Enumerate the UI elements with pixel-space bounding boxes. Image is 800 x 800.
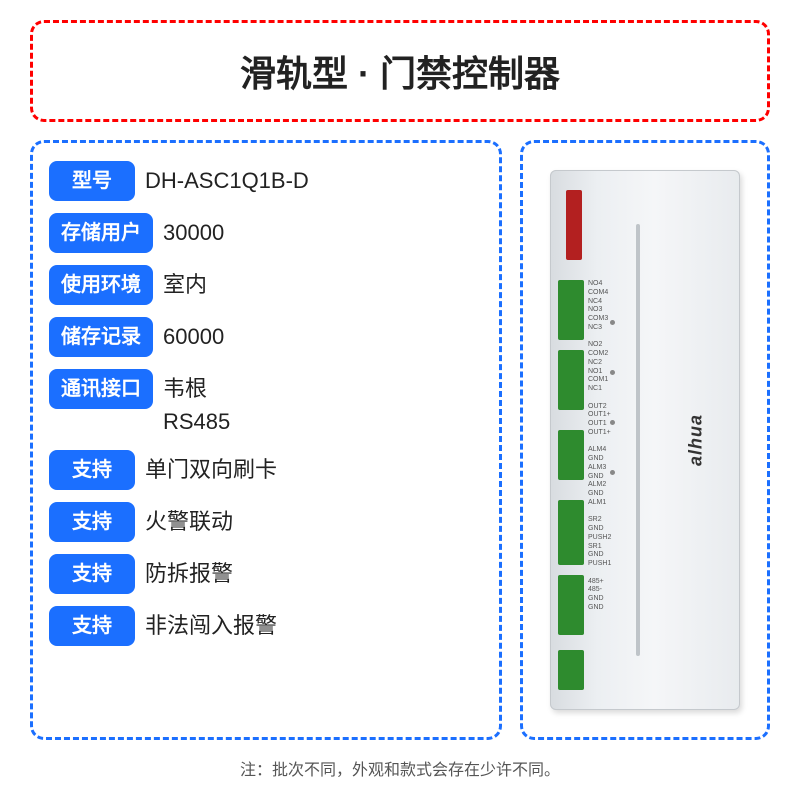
terminal-block-icon xyxy=(558,430,584,480)
spec-label: 支持 xyxy=(49,502,135,542)
terminal-block-icon xyxy=(558,500,584,565)
spec-row: 使用环境 室内 xyxy=(49,265,483,305)
spec-row: 型号 DH-ASC1Q1B-D xyxy=(49,161,483,201)
spec-value: 非法闯入报警 xyxy=(145,606,277,642)
terminal-block-icon xyxy=(558,280,584,340)
title-box: 滑轨型 · 门禁控制器 xyxy=(30,20,770,122)
terminal-labels: NO4 COM4 NC4 NO3 COM3 NC3 NO2 COM2 NC2 N… xyxy=(588,280,611,613)
spec-label: 储存记录 xyxy=(49,317,153,357)
spec-row: 通讯接口 韦根 RS485 xyxy=(49,369,483,438)
spec-value: 室内 xyxy=(163,265,207,301)
content-row: 型号 DH-ASC1Q1B-D 存储用户 30000 使用环境 室内 储存记录 … xyxy=(30,140,770,740)
spec-value: 30000 xyxy=(163,213,224,249)
spec-row: 支持 非法闯入报警 xyxy=(49,606,483,646)
spec-row: 支持 火警联动 xyxy=(49,502,483,542)
spec-row: 支持 防拆报警 xyxy=(49,554,483,594)
spec-label: 支持 xyxy=(49,554,135,594)
terminal-block-icon xyxy=(558,350,584,410)
device-illustration: NO4 COM4 NC4 NO3 COM3 NC3 NO2 COM2 NC2 N… xyxy=(550,170,740,710)
spec-label: 支持 xyxy=(49,450,135,490)
footer-note: 注：批次不同，外观和款式会存在少许不同。 xyxy=(30,756,770,780)
spec-value: 韦根 RS485 xyxy=(163,369,230,438)
spec-value: 60000 xyxy=(163,317,224,353)
product-image-box: NO4 COM4 NC4 NO3 COM3 NC3 NO2 COM2 NC2 N… xyxy=(520,140,770,740)
terminal-block-icon xyxy=(558,575,584,635)
spec-label: 支持 xyxy=(49,606,135,646)
spec-row: 支持 单门双向刷卡 xyxy=(49,450,483,490)
brand-logo: alhua xyxy=(685,414,706,466)
spec-row: 存储用户 30000 xyxy=(49,213,483,253)
spec-label: 存储用户 xyxy=(49,213,153,253)
spec-label: 型号 xyxy=(49,161,135,201)
dip-switch-icon xyxy=(566,190,582,260)
spec-value: DH-ASC1Q1B-D xyxy=(145,161,309,197)
specs-box: 型号 DH-ASC1Q1B-D 存储用户 30000 使用环境 室内 储存记录 … xyxy=(30,140,502,740)
spec-value: 单门双向刷卡 xyxy=(145,450,277,486)
page-title: 滑轨型 · 门禁控制器 xyxy=(240,53,560,94)
spec-value: 防拆报警 xyxy=(145,554,233,590)
spec-value: 火警联动 xyxy=(145,502,233,538)
spec-row: 储存记录 60000 xyxy=(49,317,483,357)
spec-label: 通讯接口 xyxy=(49,369,153,409)
spec-label: 使用环境 xyxy=(49,265,153,305)
terminal-block-icon xyxy=(558,650,584,690)
